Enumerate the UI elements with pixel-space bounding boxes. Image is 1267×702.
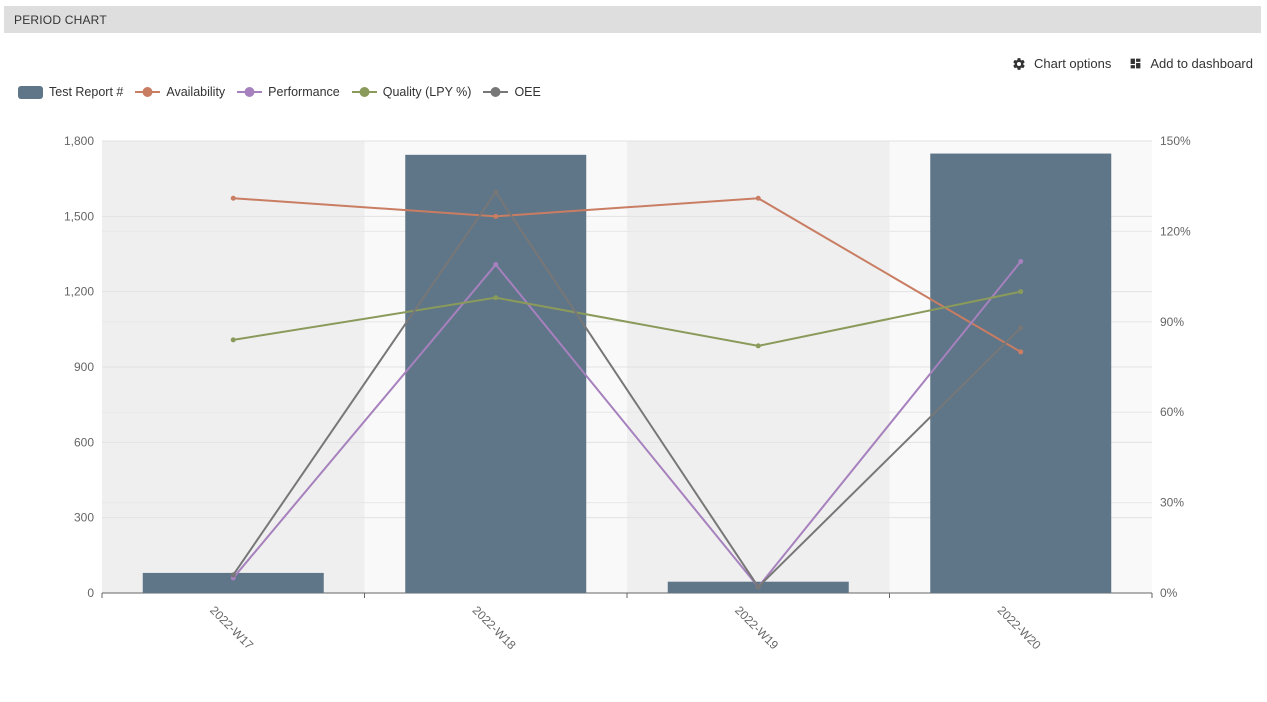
- bar-test-report: [142, 572, 324, 593]
- legend-line-swatch: [237, 87, 263, 97]
- panel-title: PERIOD CHART: [14, 12, 107, 27]
- line-availability-point: [230, 195, 236, 201]
- legend-label: Performance: [268, 85, 340, 99]
- line-oee-point: [755, 584, 761, 590]
- legend-label: OEE: [514, 85, 541, 99]
- line-quality-point: [755, 343, 761, 349]
- x-tick-label: 2022-W20: [995, 603, 1044, 652]
- y-right-tick-label: 60%: [1160, 405, 1184, 419]
- bar-test-report: [930, 153, 1112, 594]
- gear-icon: [1012, 57, 1026, 71]
- legend-item-quality[interactable]: Quality (LPY %): [351, 85, 472, 99]
- chart-options-label: Chart options: [1034, 56, 1112, 71]
- legend-line-swatch: [135, 87, 161, 97]
- chart-options-button[interactable]: Chart options: [1012, 56, 1111, 71]
- legend-item-performance[interactable]: Performance: [237, 85, 340, 99]
- y-right-tick-label: 150%: [1160, 134, 1191, 148]
- y-left-tick-label: 600: [74, 435, 94, 449]
- y-left-tick-label: 1,500: [64, 209, 94, 223]
- line-quality-point: [493, 295, 499, 301]
- line-oee-point: [230, 572, 236, 578]
- legend-label: Availability: [166, 85, 226, 99]
- line-oee-point: [493, 189, 499, 195]
- add-to-dashboard-button[interactable]: Add to dashboard: [1129, 56, 1253, 71]
- chart-toolbar: Chart options Add to dashboard: [1012, 56, 1253, 71]
- legend-label: Quality (LPY %): [382, 85, 472, 99]
- line-availability-point: [493, 213, 499, 219]
- y-left-tick-label: 1,200: [64, 285, 94, 299]
- legend-line-swatch: [351, 87, 377, 97]
- y-right-tick-label: 0%: [1160, 586, 1178, 600]
- line-performance: [232, 260, 1022, 589]
- add-to-dashboard-label: Add to dashboard: [1150, 56, 1253, 71]
- line-oee-point: [1018, 325, 1024, 331]
- y-left-tick-label: 1,800: [64, 134, 94, 148]
- line-performance-point: [1018, 259, 1024, 265]
- bar-test-report: [405, 154, 587, 594]
- legend-item-oee[interactable]: OEE: [483, 85, 541, 99]
- legend-label: Test Report #: [49, 85, 124, 99]
- chart-legend: Test Report # Availability Performance Q…: [18, 85, 553, 99]
- x-tick-label: 2022-W17: [207, 603, 256, 652]
- legend-item-availability[interactable]: Availability: [135, 85, 225, 99]
- panel-header: PERIOD CHART: [4, 6, 1261, 33]
- y-right-tick-label: 90%: [1160, 315, 1184, 329]
- y-right-tick-label: 30%: [1160, 496, 1184, 510]
- line-quality-point: [1018, 289, 1024, 295]
- line-performance-point: [493, 262, 499, 268]
- line-oee: [232, 190, 1022, 589]
- line-quality: [233, 290, 1021, 347]
- legend-item-test-report[interactable]: Test Report #: [18, 85, 123, 99]
- line-availability: [233, 197, 1022, 353]
- dashboard-icon: [1129, 57, 1142, 70]
- y-left-tick-label: 300: [74, 511, 94, 525]
- line-quality-point: [230, 337, 236, 343]
- x-tick-label: 2022-W18: [470, 603, 519, 652]
- line-availability-point: [1018, 349, 1024, 355]
- y-left-tick-label: 900: [74, 360, 94, 374]
- legend-line-swatch: [483, 87, 509, 97]
- y-right-tick-label: 120%: [1160, 224, 1191, 238]
- legend-bar-swatch: [18, 86, 43, 99]
- y-left-tick-label: 0: [87, 586, 94, 600]
- line-availability-point: [755, 195, 761, 201]
- x-tick-label: 2022-W19: [732, 603, 781, 652]
